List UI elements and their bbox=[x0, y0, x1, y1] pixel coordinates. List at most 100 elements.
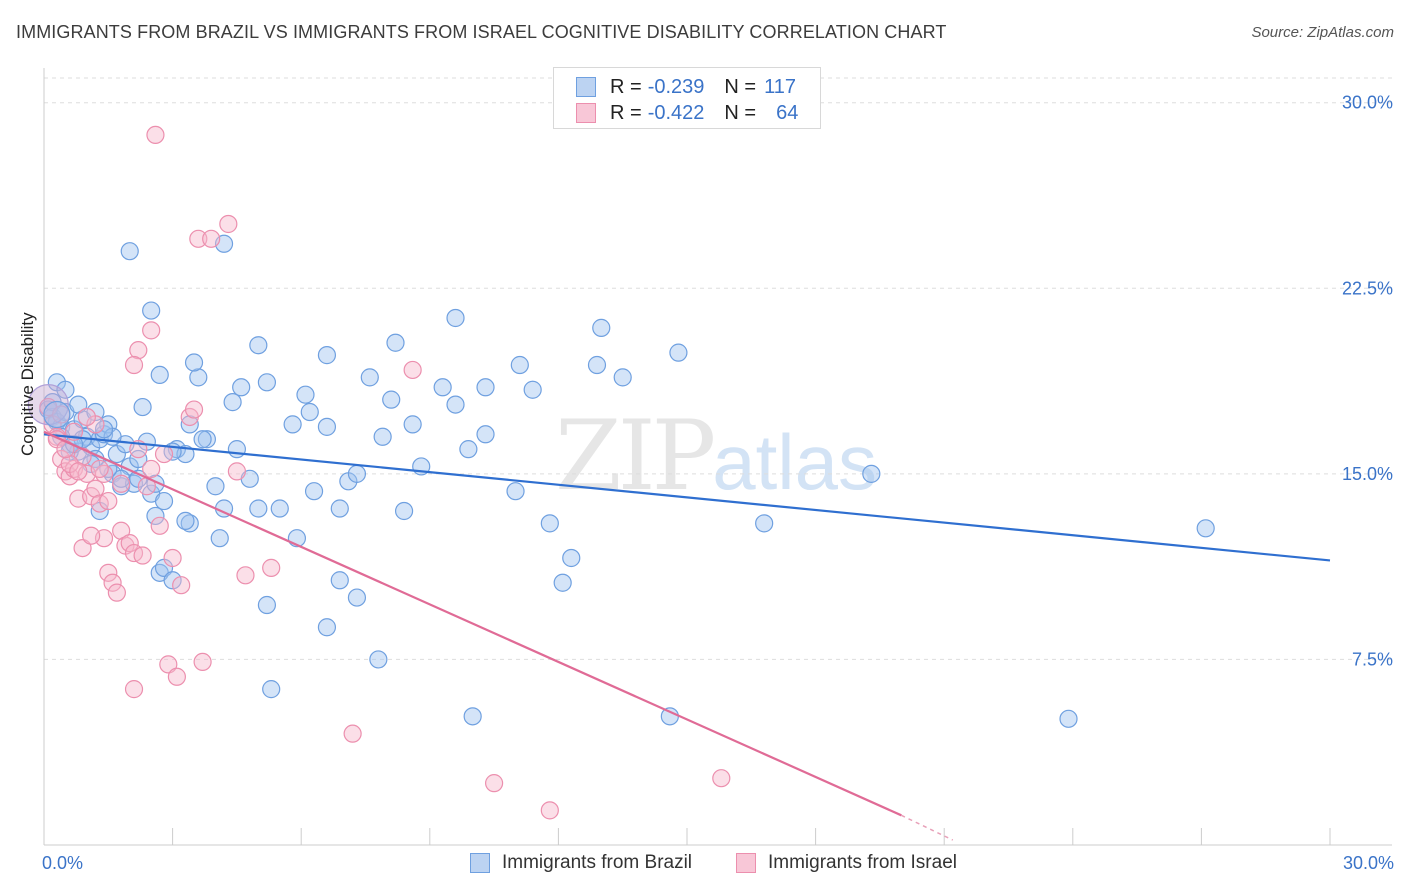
watermark-atlas: atlas bbox=[712, 418, 877, 506]
israel-point bbox=[112, 521, 131, 540]
legend-r-value: -0.422 bbox=[647, 101, 705, 124]
series-legend-israel[interactable]: Immigrants from Israel bbox=[736, 852, 957, 874]
brazil-point bbox=[262, 680, 281, 699]
israel-point bbox=[262, 558, 281, 577]
israel-point bbox=[103, 573, 122, 592]
brazil-point bbox=[197, 430, 216, 449]
israel-point bbox=[90, 459, 109, 479]
source-label: Source: ZipAtlas.com bbox=[1251, 24, 1394, 41]
brazil-point bbox=[862, 464, 881, 483]
brazil-point bbox=[304, 482, 324, 501]
brazil-point bbox=[232, 378, 251, 397]
brazil-point bbox=[506, 482, 525, 501]
brazil-point bbox=[206, 477, 225, 496]
brazil-point bbox=[142, 301, 161, 320]
israel-point bbox=[236, 566, 255, 585]
brazil-point bbox=[1196, 519, 1215, 538]
israel-point bbox=[184, 400, 204, 419]
legend-r-label: R = bbox=[610, 75, 642, 98]
brazil-point bbox=[129, 449, 148, 469]
brazil-point bbox=[1059, 709, 1078, 728]
legend-n-value: 64 bbox=[776, 101, 799, 124]
brazil-point bbox=[669, 343, 688, 362]
brazil-point bbox=[150, 365, 169, 385]
y-tick-label: 15.0% bbox=[1342, 464, 1393, 484]
israel-point bbox=[172, 576, 191, 595]
y-tick-label: 30.0% bbox=[1342, 93, 1393, 113]
legend-row-brazil: R = -0.239 N = 117 bbox=[576, 75, 796, 99]
brazil-point bbox=[523, 380, 542, 399]
brazil-point bbox=[510, 355, 529, 375]
israel-point bbox=[86, 479, 105, 498]
legend-n-label: N = bbox=[724, 101, 757, 124]
correlation-legend: R = -0.239 N = 117 R = -0.422 N = 64 bbox=[553, 67, 821, 129]
legend-swatch-brazil bbox=[576, 77, 596, 97]
x-tick-label: 30.0% bbox=[1343, 853, 1394, 873]
israel-point bbox=[485, 774, 504, 793]
israel-point bbox=[712, 769, 731, 788]
legend-swatch-israel bbox=[576, 103, 596, 123]
brazil-point bbox=[270, 499, 289, 518]
y-tick-label: 22.5% bbox=[1342, 278, 1393, 298]
brazil-point bbox=[403, 415, 422, 434]
brazil-point bbox=[69, 395, 88, 414]
series-legend-brazil[interactable]: Immigrants from Brazil bbox=[470, 852, 692, 874]
brazil-point bbox=[394, 501, 414, 521]
brazil-point bbox=[386, 333, 405, 352]
brazil-point bbox=[540, 514, 559, 533]
israel-point bbox=[124, 355, 144, 375]
brazil-point bbox=[360, 368, 379, 387]
y-tick-label: 7.5% bbox=[1352, 649, 1393, 669]
brazil-point bbox=[133, 397, 152, 417]
israel-point bbox=[69, 462, 88, 481]
brazil-point bbox=[613, 368, 632, 387]
brazil-point bbox=[317, 618, 337, 637]
brazil-point bbox=[476, 378, 495, 397]
israel-trendline-extension bbox=[901, 814, 954, 841]
brazil-point bbox=[56, 380, 75, 399]
brazil-point bbox=[154, 491, 174, 511]
brazil-point bbox=[94, 420, 114, 439]
series-label-israel: Immigrants from Israel bbox=[768, 852, 957, 873]
brazil-point bbox=[330, 499, 349, 518]
israel-point bbox=[99, 491, 118, 511]
brazil-point bbox=[317, 417, 337, 436]
israel-point bbox=[150, 516, 169, 535]
brazil-point bbox=[463, 707, 482, 726]
brazil-point bbox=[227, 440, 246, 459]
y-axis-label: Cognitive Disability bbox=[18, 312, 37, 456]
brazil-point bbox=[660, 707, 679, 726]
israel-point bbox=[107, 583, 126, 602]
israel-point bbox=[99, 563, 118, 582]
brazil-point bbox=[176, 511, 195, 530]
brazil-point bbox=[369, 650, 388, 669]
legend-n-label: N = bbox=[724, 75, 757, 98]
brazil-point bbox=[257, 373, 277, 392]
brazil-point bbox=[283, 415, 302, 434]
brazil-point bbox=[330, 571, 349, 590]
israel-point bbox=[133, 546, 152, 565]
israel-point bbox=[193, 652, 212, 672]
israel-point bbox=[343, 724, 362, 743]
israel-point bbox=[77, 407, 96, 427]
brazil-point bbox=[257, 595, 277, 615]
israel-point bbox=[167, 667, 186, 686]
israel-point bbox=[82, 526, 101, 545]
israel-point bbox=[202, 229, 221, 248]
israel-point bbox=[159, 655, 178, 674]
brazil-point bbox=[249, 336, 268, 355]
legend-n-value: 117 bbox=[764, 75, 796, 98]
brazil-point bbox=[184, 353, 204, 372]
legend-r-label: R = bbox=[610, 101, 642, 124]
brazil-point bbox=[300, 402, 319, 422]
israel-point bbox=[142, 459, 161, 479]
brazil-point bbox=[317, 346, 337, 365]
brazil-point bbox=[373, 427, 392, 446]
israel-point bbox=[189, 229, 208, 248]
legend-row-israel: R = -0.422 N = 64 bbox=[576, 101, 798, 125]
series-legend: Immigrants from Brazil Immigrants from I… bbox=[0, 852, 1406, 878]
brazil-point bbox=[433, 378, 452, 397]
israel-point bbox=[227, 462, 246, 481]
israel-point bbox=[112, 474, 131, 493]
